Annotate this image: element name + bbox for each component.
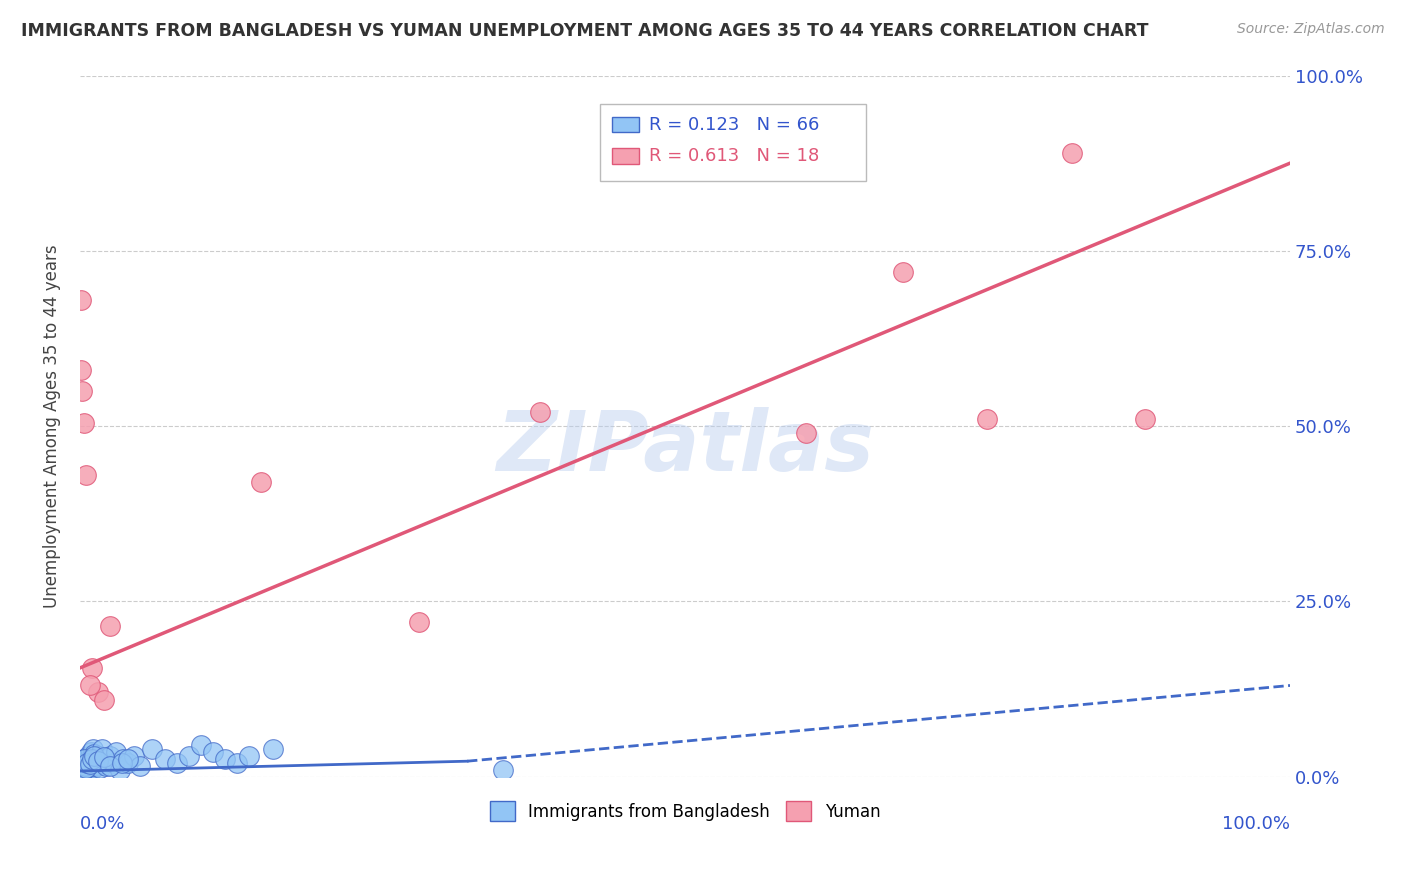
Point xyxy=(201,745,224,759)
Point xyxy=(86,759,108,773)
Point xyxy=(238,748,260,763)
Point xyxy=(794,426,817,441)
Point xyxy=(177,748,200,763)
FancyBboxPatch shape xyxy=(613,148,638,164)
Point xyxy=(82,759,104,773)
Point xyxy=(87,754,110,768)
Text: 100.0%: 100.0% xyxy=(1222,815,1291,833)
Point xyxy=(117,756,139,770)
Point xyxy=(76,759,98,773)
Point xyxy=(75,468,97,483)
Text: Source: ZipAtlas.com: Source: ZipAtlas.com xyxy=(1237,22,1385,37)
Point xyxy=(492,763,515,777)
Point xyxy=(96,759,118,773)
Point xyxy=(153,752,176,766)
Point xyxy=(250,475,273,490)
Point xyxy=(72,752,94,766)
Point xyxy=(87,754,110,768)
Text: ZIPatlas: ZIPatlas xyxy=(496,407,875,488)
Point xyxy=(70,363,93,377)
Point xyxy=(75,761,97,775)
Point xyxy=(83,747,105,762)
Point xyxy=(529,405,551,419)
Point xyxy=(93,752,115,766)
Point xyxy=(70,293,93,307)
Point xyxy=(72,756,94,770)
Point xyxy=(80,745,103,759)
Point xyxy=(98,759,121,773)
Point xyxy=(72,764,94,778)
Point xyxy=(105,745,128,759)
Point xyxy=(129,759,152,773)
Text: IMMIGRANTS FROM BANGLADESH VS YUMAN UNEMPLOYMENT AMONG AGES 35 TO 44 YEARS CORRE: IMMIGRANTS FROM BANGLADESH VS YUMAN UNEM… xyxy=(21,22,1149,40)
Point xyxy=(408,615,430,630)
Point xyxy=(72,764,94,778)
Point xyxy=(91,756,114,770)
Point xyxy=(108,763,131,777)
Point xyxy=(166,756,188,770)
FancyBboxPatch shape xyxy=(613,117,638,132)
Point xyxy=(72,416,94,430)
Point xyxy=(72,763,94,777)
Point xyxy=(80,750,103,764)
Point xyxy=(1133,412,1156,426)
Point xyxy=(190,738,212,752)
Point xyxy=(124,748,146,763)
Point xyxy=(70,766,93,780)
Point xyxy=(72,384,94,398)
Point xyxy=(76,754,98,768)
Point xyxy=(79,757,101,772)
Point xyxy=(89,748,111,763)
Point xyxy=(84,752,107,766)
Point xyxy=(72,759,94,773)
Y-axis label: Unemployment Among Ages 35 to 44 years: Unemployment Among Ages 35 to 44 years xyxy=(44,244,60,607)
Point xyxy=(98,748,121,763)
Point xyxy=(90,741,112,756)
Point xyxy=(70,766,93,780)
Legend: Immigrants from Bangladesh, Yuman: Immigrants from Bangladesh, Yuman xyxy=(482,794,887,828)
Point xyxy=(87,685,110,699)
Point xyxy=(79,761,101,775)
Text: R = 0.123   N = 66: R = 0.123 N = 66 xyxy=(648,116,820,134)
Point xyxy=(76,756,98,770)
Point xyxy=(263,741,285,756)
Point xyxy=(226,756,249,770)
Point xyxy=(80,764,103,778)
Point xyxy=(72,763,94,777)
Point xyxy=(75,757,97,772)
Point xyxy=(75,763,97,777)
Point xyxy=(80,661,103,675)
Point xyxy=(77,763,100,777)
Point xyxy=(83,757,105,772)
Point xyxy=(98,619,121,633)
Point xyxy=(73,759,96,773)
Point xyxy=(73,761,96,775)
Point xyxy=(79,678,101,692)
Point xyxy=(111,756,134,770)
Point xyxy=(77,748,100,763)
Point xyxy=(117,752,139,766)
Point xyxy=(83,748,105,763)
Point xyxy=(891,265,914,279)
Point xyxy=(103,756,125,770)
Point xyxy=(79,752,101,766)
Point xyxy=(89,761,111,775)
Point xyxy=(112,752,135,766)
Point xyxy=(82,741,104,756)
Point xyxy=(1062,145,1084,160)
Point xyxy=(214,752,236,766)
Point xyxy=(80,752,103,766)
Point xyxy=(976,412,998,426)
Point xyxy=(80,756,103,770)
Point xyxy=(141,741,163,756)
Text: R = 0.613   N = 18: R = 0.613 N = 18 xyxy=(648,147,818,165)
Point xyxy=(93,692,115,706)
FancyBboxPatch shape xyxy=(600,103,866,181)
Point xyxy=(93,750,115,764)
Point xyxy=(73,752,96,766)
Text: 0.0%: 0.0% xyxy=(80,815,125,833)
